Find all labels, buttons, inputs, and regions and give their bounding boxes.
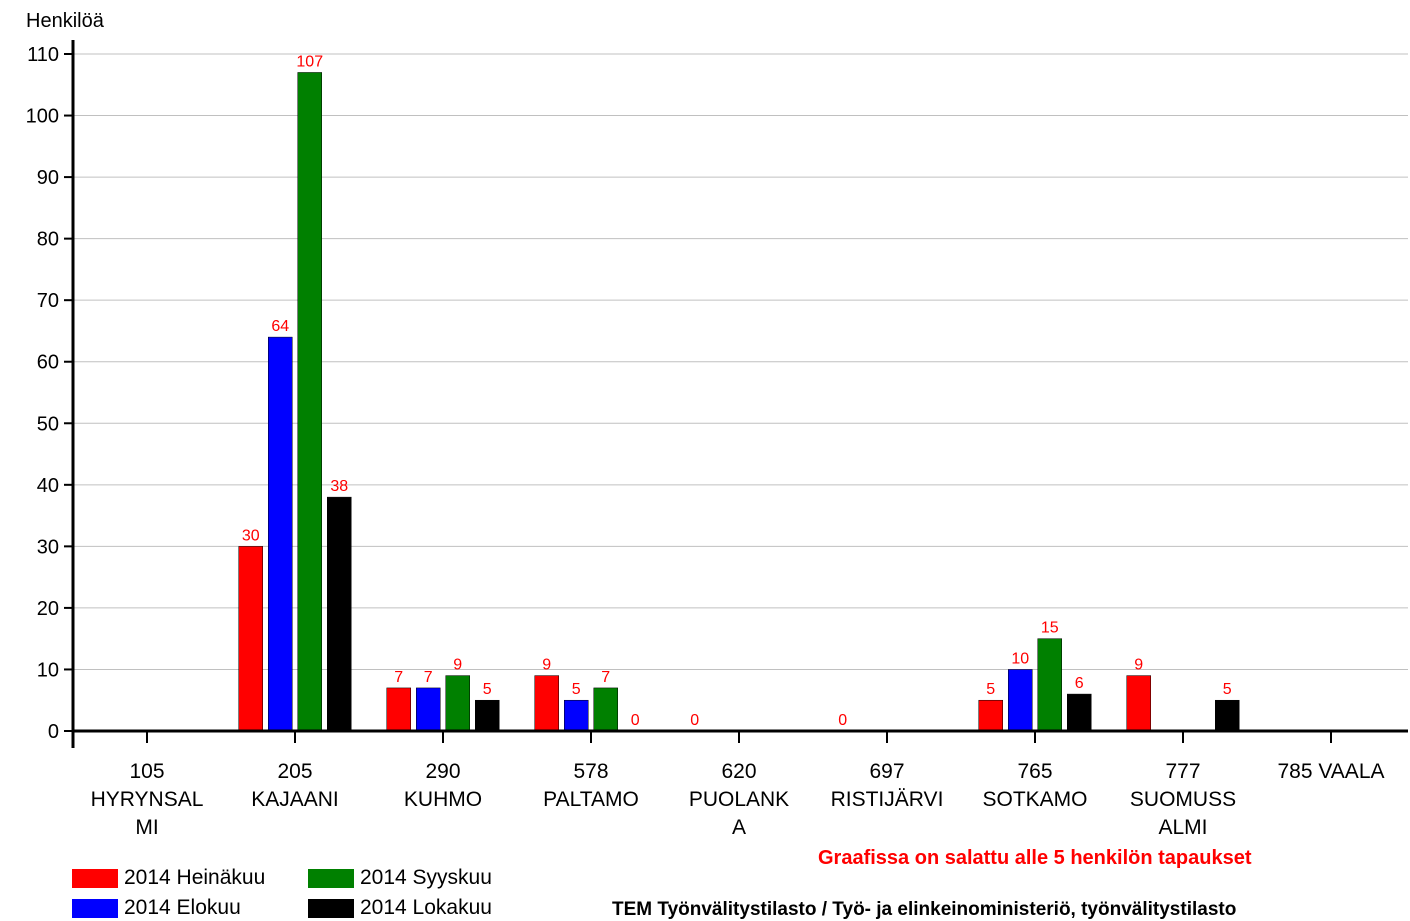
data-label: 9 bbox=[1134, 657, 1143, 674]
bar bbox=[1037, 638, 1062, 732]
x-tick-label: 205 bbox=[277, 760, 312, 783]
y-tick-label: 20 bbox=[37, 598, 59, 620]
legend-item-heinakuu: 2014 Heinäkuu bbox=[72, 866, 308, 890]
y-tick-label: 90 bbox=[37, 167, 59, 189]
legend-item-lokakuu: 2014 Lokakuu bbox=[308, 896, 508, 920]
x-tick-label: 620 bbox=[721, 760, 756, 783]
x-tick-label: PUOLANK bbox=[689, 788, 789, 811]
legend-label: 2014 Syyskuu bbox=[360, 866, 492, 889]
x-tick-label: PALTAMO bbox=[543, 788, 639, 811]
legend-swatch bbox=[72, 898, 118, 918]
data-label: 107 bbox=[296, 53, 323, 70]
bar bbox=[978, 699, 1003, 732]
legend-label: 2014 Lokakuu bbox=[360, 896, 492, 919]
y-tick-label: 30 bbox=[37, 536, 59, 558]
data-label: 5 bbox=[483, 681, 492, 698]
data-label: 7 bbox=[394, 669, 403, 686]
y-tick-label: 60 bbox=[37, 352, 59, 374]
data-label: 7 bbox=[601, 669, 610, 686]
legend-label: 2014 Heinäkuu bbox=[124, 866, 266, 889]
data-label: 9 bbox=[542, 657, 551, 674]
legend-item-syyskuu: 2014 Syyskuu bbox=[308, 866, 508, 890]
bar bbox=[386, 687, 411, 732]
data-label: 9 bbox=[453, 657, 462, 674]
data-label: 7 bbox=[424, 669, 433, 686]
x-tick-label: 785 VAALA bbox=[1277, 760, 1384, 783]
data-label: 0 bbox=[690, 712, 699, 729]
confidentiality-note: Graafissa on salattu alle 5 henkilön tap… bbox=[818, 847, 1252, 869]
x-tick-label: ALMI bbox=[1158, 816, 1207, 839]
bar bbox=[297, 72, 322, 732]
bar bbox=[1126, 675, 1151, 732]
legend-swatch bbox=[308, 868, 354, 888]
y-tick-label: 50 bbox=[37, 413, 59, 435]
bar bbox=[1008, 669, 1033, 732]
bar bbox=[327, 496, 352, 732]
data-label: 5 bbox=[1223, 681, 1232, 698]
legend-swatch bbox=[308, 898, 354, 918]
x-tick-label: KUHMO bbox=[404, 788, 482, 811]
y-tick-label: 10 bbox=[37, 659, 59, 681]
x-tick-label: 777 bbox=[1165, 760, 1200, 783]
data-label: 10 bbox=[1011, 650, 1029, 667]
legend-swatch bbox=[72, 868, 118, 888]
x-tick-label: 578 bbox=[573, 760, 608, 783]
data-label: 0 bbox=[631, 712, 640, 729]
x-tick-label: 697 bbox=[869, 760, 904, 783]
y-tick-label: 110 bbox=[27, 44, 59, 66]
y-tick-label: 40 bbox=[37, 475, 59, 497]
x-tick-label: HYRYNSAL bbox=[91, 788, 204, 811]
data-label: 5 bbox=[986, 681, 995, 698]
bar bbox=[593, 687, 618, 732]
x-tick-label: A bbox=[732, 816, 746, 839]
x-tick-label: SOTKAMO bbox=[982, 788, 1087, 811]
x-tick-label: SUOMUSS bbox=[1130, 788, 1236, 811]
bar bbox=[445, 675, 470, 732]
x-tick-label: RISTIJÄRVI bbox=[831, 788, 944, 811]
y-tick-label: 0 bbox=[48, 721, 59, 743]
bar bbox=[564, 699, 589, 732]
x-tick-label: 105 bbox=[129, 760, 164, 783]
legend: 2014 Heinäkuu 2014 Syyskuu 2014 Elokuu 2… bbox=[72, 866, 508, 920]
data-label: 38 bbox=[330, 478, 348, 495]
data-label: 30 bbox=[242, 527, 260, 544]
y-tick-label: 100 bbox=[26, 106, 59, 128]
bar bbox=[534, 675, 559, 732]
bar bbox=[268, 336, 293, 732]
y-tick-label: 80 bbox=[37, 229, 59, 251]
data-label: 0 bbox=[838, 712, 847, 729]
y-tick-label: 70 bbox=[37, 290, 59, 312]
bar bbox=[416, 687, 441, 732]
y-axis-label: Henkilöä bbox=[26, 10, 104, 32]
bar bbox=[1067, 693, 1092, 732]
data-label: 15 bbox=[1041, 620, 1059, 637]
x-tick-label: 765 bbox=[1017, 760, 1052, 783]
legend-label: 2014 Elokuu bbox=[124, 896, 241, 919]
data-label: 64 bbox=[271, 318, 289, 335]
x-tick-label: MI bbox=[135, 816, 158, 839]
source-note: TEM Työnvälitystilasto / Työ- ja elinkei… bbox=[612, 899, 1237, 920]
bar bbox=[475, 699, 500, 732]
x-tick-label: 290 bbox=[425, 760, 460, 783]
bar bbox=[238, 546, 263, 732]
legend-item-elokuu: 2014 Elokuu bbox=[72, 896, 308, 920]
data-label: 5 bbox=[572, 681, 581, 698]
x-tick-label: KAJAANI bbox=[251, 788, 339, 811]
bar bbox=[1215, 699, 1240, 732]
data-label: 6 bbox=[1075, 675, 1084, 692]
